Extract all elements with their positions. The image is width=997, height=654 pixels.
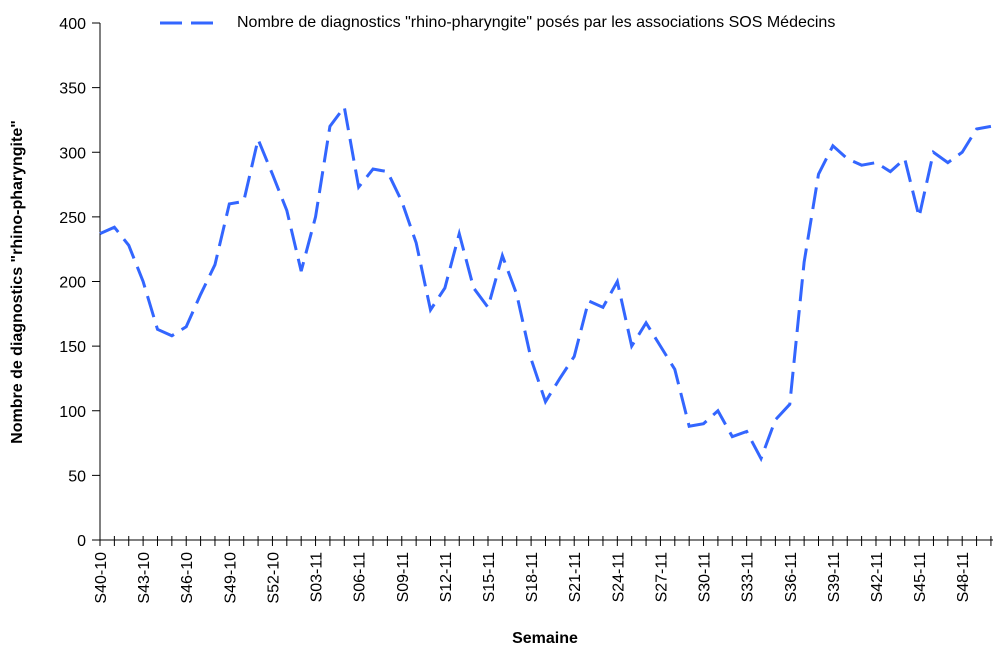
y-tick-label: 350 bbox=[59, 81, 86, 98]
x-tick-label: S42-11 bbox=[869, 552, 886, 603]
x-tick-label: S33-11 bbox=[740, 552, 757, 603]
y-tick-label: 100 bbox=[59, 404, 86, 421]
x-tick-label: S21-11 bbox=[567, 552, 584, 603]
x-tick-label: S03-11 bbox=[309, 552, 326, 603]
x-axis-label: Semaine bbox=[512, 630, 578, 647]
y-tick-label: 200 bbox=[59, 275, 86, 292]
x-tick-label: S46-10 bbox=[179, 552, 196, 604]
x-tick-label: S48-11 bbox=[955, 552, 972, 603]
x-tick-label: S27-11 bbox=[653, 552, 670, 603]
y-tick-label: 50 bbox=[68, 468, 86, 485]
x-tick-label: S18-11 bbox=[524, 552, 541, 603]
x-tick-label: S52-10 bbox=[265, 552, 282, 604]
x-tick-label: S36-11 bbox=[783, 552, 800, 603]
x-tick-label: S45-11 bbox=[912, 552, 929, 603]
y-tick-label: 300 bbox=[59, 145, 86, 162]
x-tick-label: S12-11 bbox=[438, 552, 455, 603]
x-tick-label: S30-11 bbox=[697, 552, 714, 603]
y-tick-label: 250 bbox=[59, 210, 86, 227]
legend-label: Nombre de diagnostics "rhino-pharyngite"… bbox=[237, 14, 836, 31]
y-tick-label: 400 bbox=[59, 16, 86, 33]
series-line bbox=[99, 103, 992, 463]
x-tick-label: S40-10 bbox=[93, 552, 110, 604]
x-tick-label: S43-10 bbox=[136, 552, 153, 604]
x-tick-label: S24-11 bbox=[610, 552, 627, 603]
x-tick-label: S06-11 bbox=[352, 552, 369, 603]
x-tick-label: S39-11 bbox=[826, 552, 843, 603]
x-tick-label: S49-10 bbox=[222, 552, 239, 604]
y-tick-label: 150 bbox=[59, 339, 86, 356]
x-tick-label: S15-11 bbox=[481, 552, 498, 603]
x-tick-label: S09-11 bbox=[395, 552, 412, 603]
y-tick-label: 0 bbox=[77, 533, 86, 550]
y-axis-label: Nombre de diagnostics "rhino-pharyngite" bbox=[9, 120, 26, 444]
